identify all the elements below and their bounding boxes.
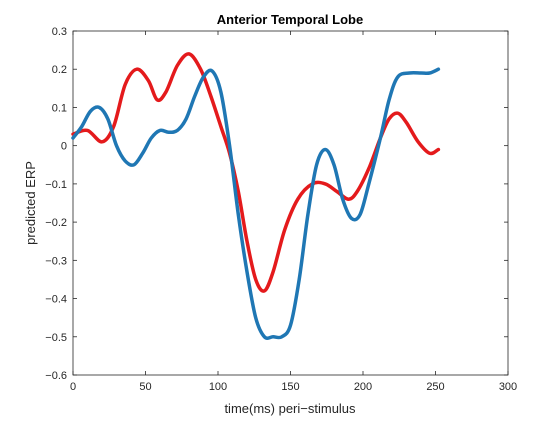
plot-area-frame [72,30,509,376]
x-tick-label: 0 [70,381,76,393]
y-tick-label: −0.1 [45,179,67,191]
y-tick-label: 0.1 [52,102,67,114]
y-tick-label: −0.2 [45,217,67,229]
y-tick-label: −0.5 [45,332,67,344]
series-line-2 [71,67,441,340]
y-tick-label: −0.4 [45,294,67,306]
x-tick-label: 50 [139,381,151,393]
y-tick-label: 0.3 [52,26,67,38]
x-axis-label: time(ms) peri−stimulus [224,401,356,416]
x-tick-label: 200 [354,381,372,393]
chart-title: Anterior Temporal Lobe [217,12,363,27]
y-tick-label: 0.2 [52,64,67,76]
y-tick-label: −0.6 [45,370,67,382]
y-axis-label: predicted ERP [23,161,38,245]
x-tick-label: 250 [426,381,444,393]
axis-ticks: 0 50 100 150 200 250 300 −0.6 −0.5 −0.4 −0.3 −0.2 −0… [45,26,517,393]
series-layer [71,52,441,340]
x-tick-label: 150 [281,381,299,393]
x-tick-label: 300 [499,381,517,393]
y-tick-label: 0 [61,141,67,153]
y-tick-label: −0.3 [45,255,67,267]
x-tick-label: 100 [209,381,227,393]
